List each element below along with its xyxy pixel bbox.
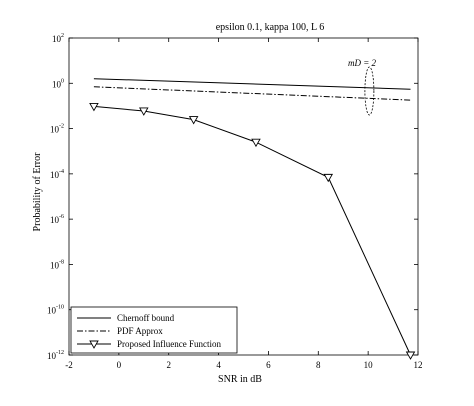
data-point-marker: [89, 102, 99, 112]
data-point-marker: [323, 173, 334, 183]
x-tick-label: 10: [364, 360, 374, 370]
legend-label-3: Proposed Influence Function: [117, 339, 221, 349]
y-tick-label: 10-12: [47, 350, 64, 361]
plot-frame: [68, 37, 419, 356]
x-tick-label: -2: [65, 360, 73, 370]
legend: Chernoff bound PDF Approx Proposed Influen…: [70, 306, 238, 354]
series-line-1: [93, 78, 411, 90]
legend-marker: [89, 340, 99, 349]
y-tick-label: 102: [52, 33, 64, 44]
y-tick-label: 10-8: [50, 259, 64, 270]
x-tick-label: 4: [216, 360, 221, 370]
y-tick-label: 100: [52, 78, 64, 89]
x-tick-label: 0: [117, 360, 122, 370]
legend-label-1: Chernoff bound: [117, 313, 175, 323]
x-tick-label: 2: [166, 360, 171, 370]
data-point-marker: [405, 351, 416, 360]
y-tick-label: 10-10: [47, 305, 64, 316]
data-point-marker: [188, 116, 199, 125]
series: [89, 66, 416, 360]
x-tick-label: 8: [316, 360, 321, 370]
x-tick-label: 6: [266, 360, 271, 370]
axes: [68, 37, 419, 356]
legend-box: [70, 306, 238, 354]
annotation-label: mD = 2: [348, 58, 377, 68]
series-line-2: [93, 86, 411, 101]
data-point-marker: [251, 138, 261, 148]
series-line-3: [93, 105, 411, 356]
data-point-marker: [139, 107, 149, 116]
annotation-ellipse: [364, 66, 375, 116]
y-axis-label: Probability of Error: [32, 152, 43, 232]
y-tick-label: 10-4: [50, 169, 64, 180]
y-tick-label: 10-6: [50, 214, 64, 225]
legend-label-2: PDF Approx: [117, 326, 163, 336]
ticks: -2 0 2 4 6 8 10 12 102 100 10-2 10-4 10-6 10-8 10-10 10…: [47, 33, 423, 370]
y-tick-label: 10-2: [50, 124, 64, 135]
x-axis-label: SNR in dB: [218, 374, 262, 385]
chart-title: epsilon 0.1, kappa 100, L 6: [216, 22, 325, 33]
x-tick-label: 12: [414, 360, 423, 370]
